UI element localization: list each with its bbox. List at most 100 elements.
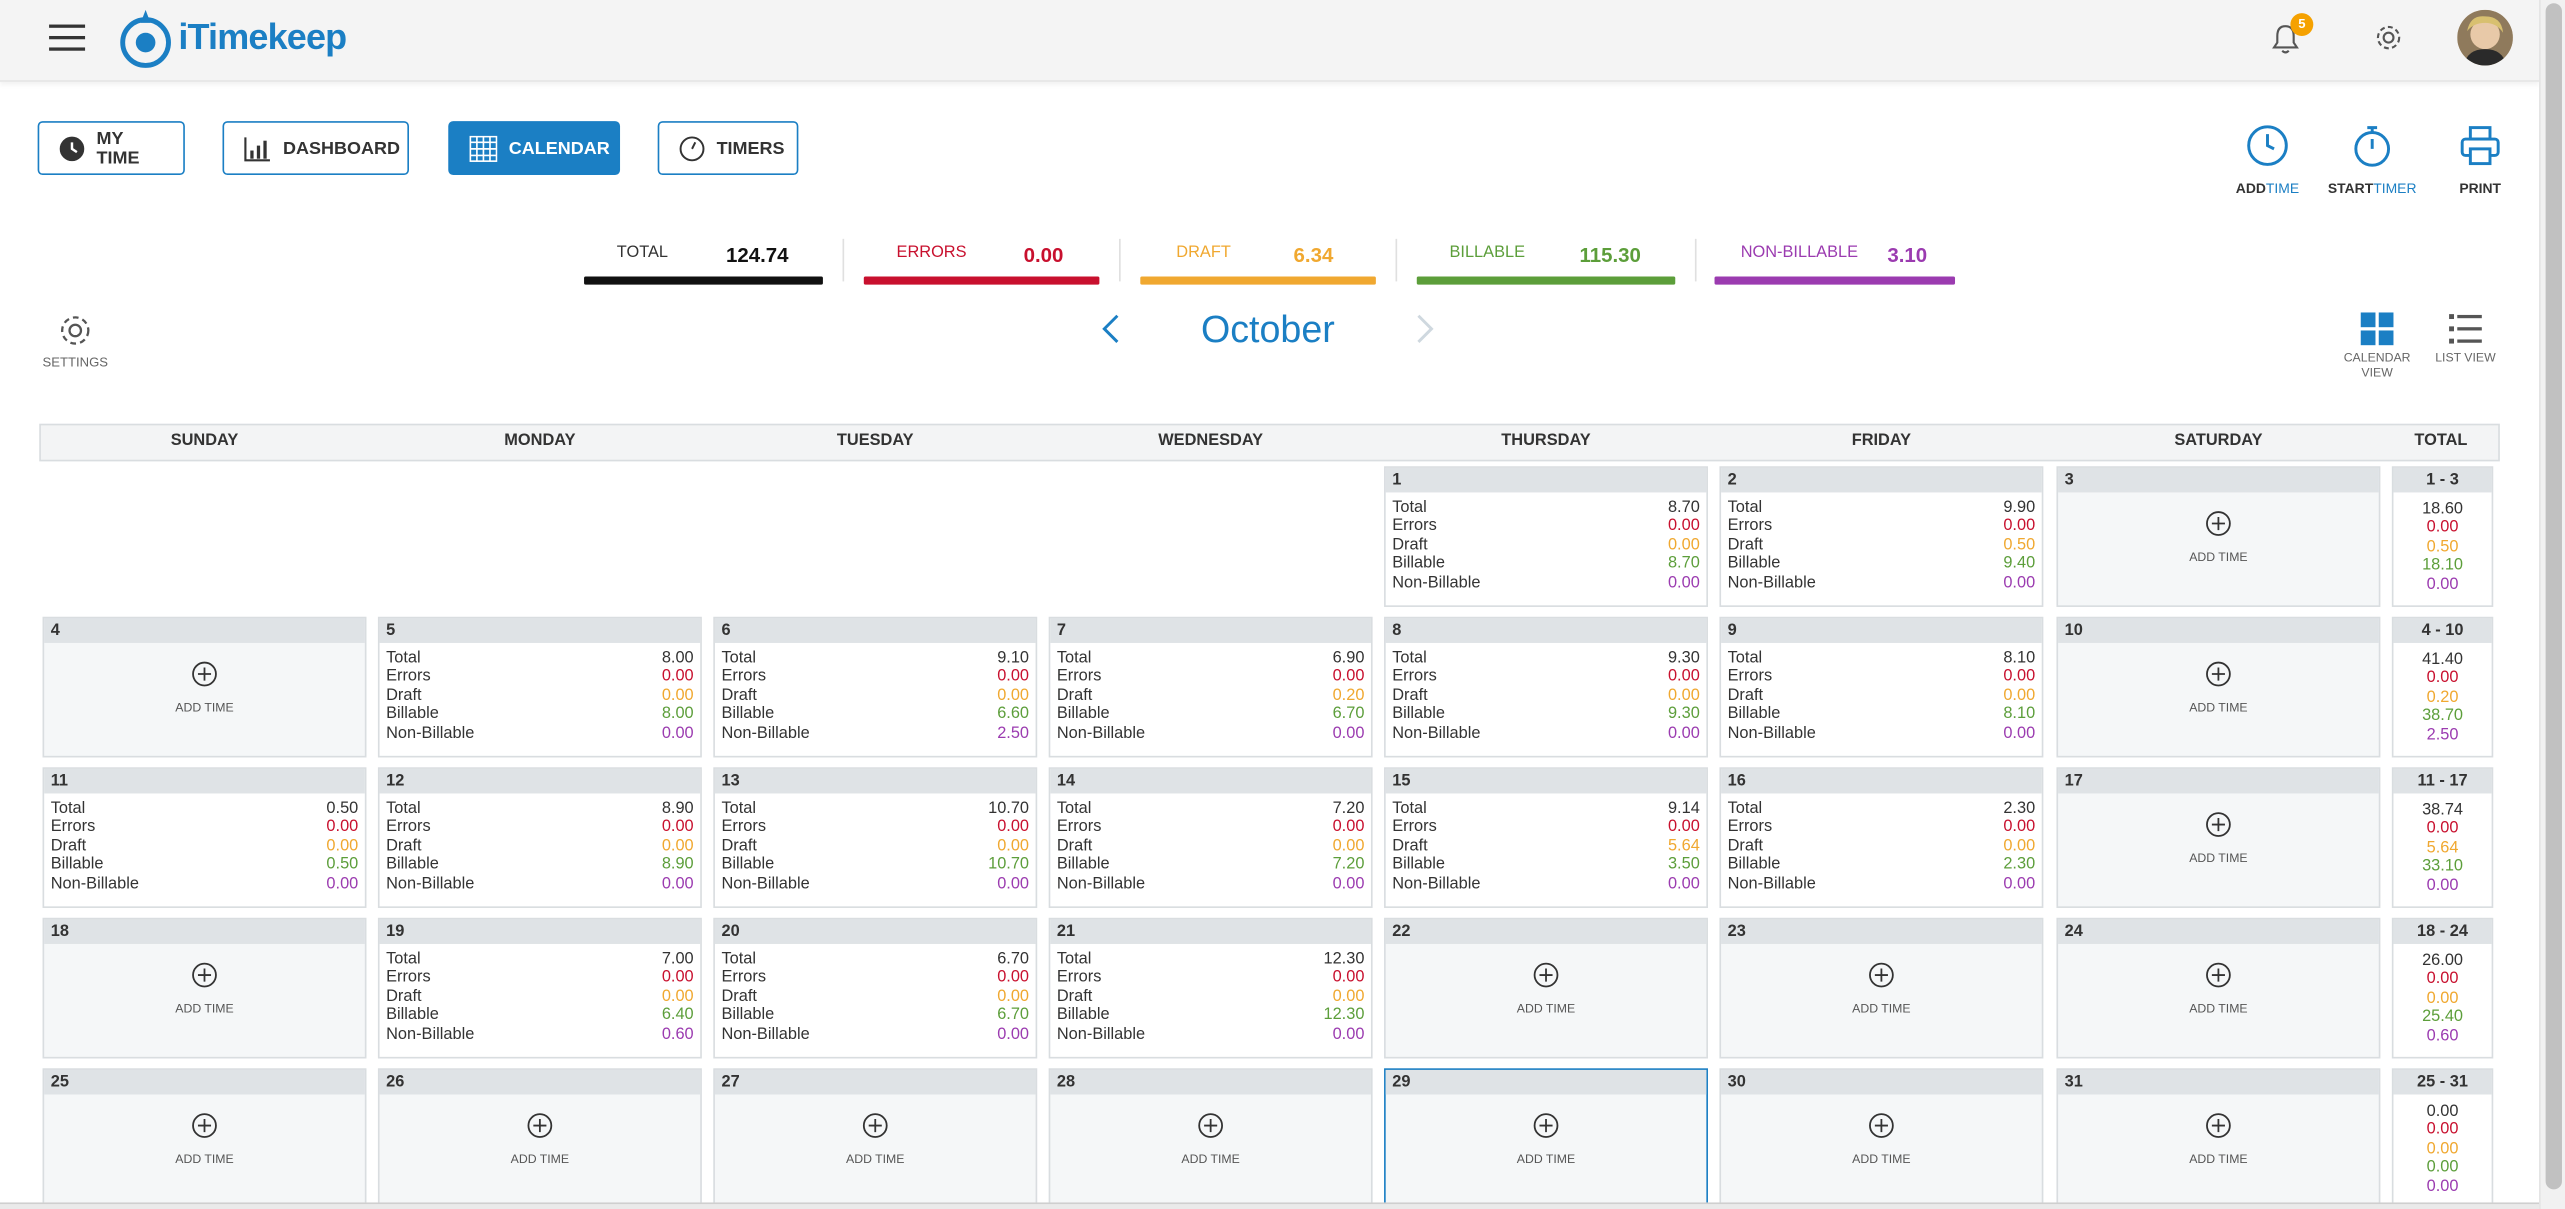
calendar-day-cell[interactable]: 13 Total 10.70 Errors 0.00 Draft 0.00 Billable 1… xyxy=(713,767,1038,908)
summary-nonbillable[interactable]: NON-BILLABLE 3.10 xyxy=(1714,242,1956,285)
add-time-action[interactable]: ADDTIME xyxy=(2232,124,2304,196)
hours-row-value: 0.00 xyxy=(1667,874,1700,893)
calendar-view-toggle[interactable]: CALENDAR VIEW xyxy=(2326,311,2427,380)
hours-row-value: 9.90 xyxy=(2003,498,2036,517)
calendar-day-cell[interactable]: 1 Total 8.70 Errors 0.00 Draft 0.00 Billable 8.7… xyxy=(1384,466,1708,607)
calendar-settings-button[interactable]: SETTINGS xyxy=(43,312,108,370)
add-time-button[interactable]: ADD TIME xyxy=(1721,944,2042,1016)
add-time-button[interactable]: ADD TIME xyxy=(1050,1094,1371,1166)
horizontal-scrollbar[interactable] xyxy=(0,1202,2540,1209)
summary-total[interactable]: TOTAL 124.74 xyxy=(584,242,823,285)
hours-row-value: 0.00 xyxy=(2003,573,2036,592)
day-hours-row: Non-Billable 0.00 xyxy=(1728,724,2036,743)
add-time-button[interactable]: ADD TIME xyxy=(2058,492,2379,564)
add-time-button[interactable]: ADD TIME xyxy=(715,1094,1036,1166)
calendar-day-cell[interactable]: 16 Total 2.30 Errors 0.00 Draft 0.00 Billable 2.… xyxy=(1719,767,2044,908)
calendar-day-cell[interactable]: 20 Total 6.70 Errors 0.00 Draft 0.00 Billable 6.… xyxy=(713,917,1038,1059)
calendar-day-cell[interactable]: 12 Total 8.90 Errors 0.00 Draft 0.00 Billable 8.… xyxy=(377,767,702,908)
calendar-day-cell[interactable]: 24 ADD TIME xyxy=(2056,917,2381,1059)
list-view-toggle[interactable]: LIST VIEW xyxy=(2434,311,2496,365)
add-time-label: ADD TIME xyxy=(2189,850,2248,866)
add-time-button[interactable]: ADD TIME xyxy=(1721,1094,2042,1166)
day-hours-list: Total 2.30 Errors 0.00 Draft 0.00 Billable 2.30… xyxy=(1721,793,2042,893)
calendar-day-cell[interactable]: 27 ADD TIME xyxy=(713,1068,1038,1209)
nav-my-time-button[interactable]: MY TIME xyxy=(37,121,185,176)
calendar-day-cell[interactable]: 23 ADD TIME xyxy=(1719,917,2044,1059)
add-circle-icon xyxy=(1533,962,1559,988)
calendar-day-cell[interactable]: 26 ADD TIME xyxy=(377,1068,702,1209)
calendar-day-cell[interactable]: 18 ADD TIME xyxy=(42,917,367,1059)
calendar-day-cell[interactable]: 3 ADD TIME xyxy=(2056,466,2381,607)
calendar-day-cell[interactable]: 21 Total 12.30 Errors 0.00 Draft 0.00 Billable 1… xyxy=(1048,917,1373,1059)
hours-row-label: Draft xyxy=(1056,837,1093,856)
add-time-button[interactable]: ADD TIME xyxy=(44,944,365,1016)
print-action[interactable]: PRINT xyxy=(2454,124,2506,196)
summary-billable[interactable]: BILLABLE 115.30 xyxy=(1416,242,1676,285)
nav-dashboard-button[interactable]: DASHBOARD xyxy=(222,121,409,176)
day-hours-row: Errors 0.00 xyxy=(386,668,694,687)
hours-row-value: 9.30 xyxy=(1667,705,1700,724)
calendar-day-cell[interactable]: 15 Total 9.14 Errors 0.00 Draft 5.64 Billable 3.… xyxy=(1384,767,1708,908)
add-time-button[interactable]: ADD TIME xyxy=(2058,944,2379,1016)
calendar-day-cell[interactable]: 14 Total 7.20 Errors 0.00 Draft 0.00 Billable 7.… xyxy=(1048,767,1373,908)
settings-gear-icon[interactable] xyxy=(2374,23,2403,52)
calendar-day-cell[interactable]: 17 ADD TIME xyxy=(2056,767,2381,908)
add-time-button[interactable]: ADD TIME xyxy=(2058,793,2379,865)
calendar-day-cell[interactable]: 30 ADD TIME xyxy=(1719,1068,2044,1209)
day-hours-row: Billable 3.50 xyxy=(1392,856,1700,875)
calendar-header-row xyxy=(39,423,2500,462)
day-number: 22 xyxy=(1385,919,1707,944)
calendar-day-cell[interactable]: 6 Total 9.10 Errors 0.00 Draft 0.00 Billable 6.6… xyxy=(713,616,1038,758)
add-time-button[interactable]: ADD TIME xyxy=(380,1094,701,1166)
nav-timers-button[interactable]: TIMERS xyxy=(657,121,799,176)
day-header: SATURDAY xyxy=(2174,431,2263,450)
user-avatar[interactable] xyxy=(2457,9,2513,66)
add-circle-icon xyxy=(2206,962,2231,988)
start-timer-action[interactable]: STARTTIMER xyxy=(2326,124,2418,196)
add-time-button[interactable]: ADD TIME xyxy=(2058,643,2379,715)
calendar-day-cell[interactable]: 2 Total 9.90 Errors 0.00 Draft 0.50 Billable 9.4… xyxy=(1719,466,2044,607)
summary-draft[interactable]: DRAFT 6.34 xyxy=(1140,242,1376,285)
summary-errors[interactable]: ERRORS 0.00 xyxy=(863,242,1100,285)
calendar-day-cell[interactable]: 5 Total 8.00 Errors 0.00 Draft 0.00 Billable 8.0… xyxy=(377,616,702,758)
day-hours-row: Total 7.20 xyxy=(1057,800,1365,819)
calendar-day-cell[interactable]: 10 ADD TIME xyxy=(2056,616,2381,758)
next-month-chevron-icon[interactable] xyxy=(1414,311,1437,347)
vertical-scrollbar[interactable] xyxy=(2539,0,2565,1209)
hours-row-value: 0.00 xyxy=(2003,517,2036,536)
add-time-button[interactable]: ADD TIME xyxy=(44,643,365,715)
hours-row-value: 6.90 xyxy=(1332,649,1365,668)
calendar-day-cell[interactable]: 22 ADD TIME xyxy=(1384,917,1708,1059)
calendar-day-cell[interactable]: 11 Total 0.50 Errors 0.00 Draft 0.00 Billable 0.… xyxy=(42,767,367,908)
avatar-portrait-icon xyxy=(2457,9,2513,66)
calendar-day-cell[interactable]: 7 Total 6.90 Errors 0.00 Draft 0.20 Billable 6.7… xyxy=(1048,616,1373,758)
calendar-day-cell[interactable]: 19 Total 7.00 Errors 0.00 Draft 0.00 Billable 6.… xyxy=(377,917,702,1059)
week-total-cell: 4 - 10 41.40 0.00 0.20 38.70 2.50 xyxy=(2391,616,2494,758)
hours-row-value: 0.00 xyxy=(661,818,694,837)
add-time-button[interactable]: ADD TIME xyxy=(1386,1094,1707,1166)
prev-month-chevron-icon[interactable] xyxy=(1099,311,1122,347)
calendar-day-cell[interactable]: 31 ADD TIME xyxy=(2056,1068,2381,1209)
calendar-day-cell[interactable]: 4 ADD TIME xyxy=(42,616,367,758)
hours-row-label: Total xyxy=(386,649,421,668)
calendar-day-cell[interactable]: 28 ADD TIME xyxy=(1048,1068,1373,1209)
calendar-day-cell[interactable]: 25 ADD TIME xyxy=(42,1068,367,1209)
add-time-button[interactable]: ADD TIME xyxy=(2058,1094,2379,1166)
scrollbar-thumb[interactable] xyxy=(2545,3,2562,1190)
hours-row-label: Draft xyxy=(50,837,87,856)
week-range: 25 - 31 xyxy=(2393,1069,2492,1095)
nav-calendar-button[interactable]: CALENDAR xyxy=(448,121,621,176)
hamburger-menu-icon[interactable] xyxy=(49,24,86,51)
day-hours-list: Total 6.70 Errors 0.00 Draft 0.00 Billable 6.70… xyxy=(715,944,1036,1044)
week-total-value: 38.70 xyxy=(2422,707,2464,726)
calendar-day-cell[interactable]: 9 Total 8.10 Errors 0.00 Draft 0.00 Billable 8.1… xyxy=(1719,616,2044,758)
add-time-button[interactable]: ADD TIME xyxy=(44,1094,365,1166)
day-hours-row: Draft 0.00 xyxy=(386,988,694,1007)
app-logo[interactable]: iTimekeep xyxy=(118,7,347,69)
day-hours-row: Billable 6.70 xyxy=(1057,705,1365,724)
add-time-button[interactable]: ADD TIME xyxy=(1386,944,1707,1016)
calendar-day-cell[interactable]: 8 Total 9.30 Errors 0.00 Draft 0.00 Billable 9.3… xyxy=(1384,616,1708,758)
hours-row-label: Draft xyxy=(1392,837,1428,856)
calendar-day-cell[interactable]: 29 ADD TIME xyxy=(1384,1068,1708,1209)
